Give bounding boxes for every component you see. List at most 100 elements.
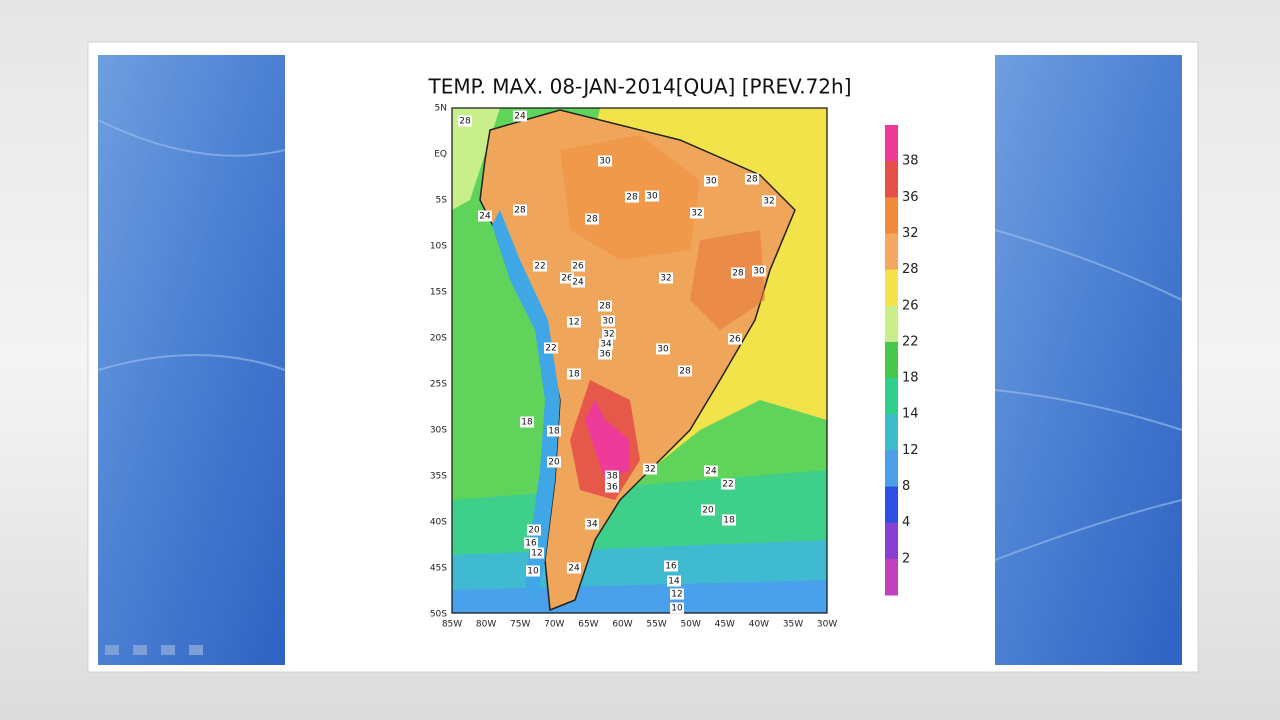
lon-label: 80W: [476, 620, 496, 630]
contour-label: 30: [705, 177, 717, 187]
contour-label-box: [585, 213, 599, 225]
lon-label: 35W: [783, 620, 803, 630]
contour-label-box: [728, 333, 742, 345]
contour-label: 24: [572, 278, 584, 288]
south-band-3: [452, 580, 827, 613]
contour-label-box: [670, 602, 684, 614]
colorbar-band: [885, 269, 898, 307]
colorbar-band: [885, 233, 898, 271]
contour-label-box: [571, 260, 585, 272]
contour-label: 28: [626, 193, 638, 203]
contour-label-box: [599, 338, 613, 350]
contour-label-box: [762, 195, 776, 207]
contour-label-box: [625, 191, 639, 203]
contour-label: 12: [531, 549, 542, 559]
contour-label-box: [526, 565, 540, 577]
lat-label: 45S: [430, 564, 447, 574]
lon-label: 70W: [544, 620, 564, 630]
colorbar-label: 12: [902, 443, 919, 458]
left-panel: [98, 55, 285, 665]
colorbar-band: [885, 161, 898, 198]
colorbar-band: [885, 125, 898, 162]
contour-label-box: [533, 260, 547, 272]
colorbar-band: [885, 450, 898, 488]
contour-label: 24: [479, 212, 491, 222]
tool-back[interactable]: [105, 645, 119, 655]
contour-label-box: [567, 562, 581, 574]
contour-label-box: [659, 272, 673, 284]
andes: [492, 210, 560, 605]
contour-label: 24: [514, 112, 526, 122]
map-title: TEMP. MAX. 08-JAN-2014[QUA] [PREV.72h]: [427, 75, 851, 99]
contour-label-box: [513, 204, 527, 216]
lat-label: 40S: [430, 518, 447, 528]
contour-label-box: [478, 210, 492, 222]
contour-label: 28: [732, 269, 744, 279]
contour-label-box: [567, 316, 581, 328]
colorbar-label: 22: [902, 334, 919, 349]
contour-label: 26: [572, 262, 584, 272]
colorbar-label: 2: [902, 551, 910, 566]
tool-menu[interactable]: [161, 645, 175, 655]
colorbar-band: [885, 341, 898, 379]
contour-label: 38: [606, 472, 618, 482]
contour-label: 18: [521, 418, 533, 428]
contour-label-box: [678, 365, 692, 377]
contour-label-box: [524, 537, 538, 549]
contour-label-box: [721, 478, 735, 490]
contour-label: 32: [691, 209, 702, 219]
contour-label-box: [520, 416, 534, 428]
contour-label-box: [704, 175, 718, 187]
contour-label: 28: [679, 367, 691, 377]
contour-label-box: [547, 425, 561, 437]
contour-label: 14: [668, 577, 680, 587]
lon-label: 65W: [578, 620, 598, 630]
contour-label-box: [598, 155, 612, 167]
contour-label-box: [656, 343, 670, 355]
contour-label-box: [745, 173, 759, 185]
contour-label-box: [601, 315, 615, 327]
contour-label-box: [567, 368, 581, 380]
contour-label: 28: [514, 206, 526, 216]
contour-label-box: [664, 560, 678, 572]
tool-pen[interactable]: [133, 645, 147, 655]
tool-next[interactable]: [189, 645, 203, 655]
lat-label: 15S: [430, 288, 447, 298]
colorbar-band: [885, 522, 898, 560]
colorbar-band: [885, 197, 898, 234]
lat-label: 30S: [430, 426, 447, 436]
colorbar-label: 4: [902, 515, 910, 530]
contour-label: 32: [603, 330, 614, 340]
contour-label-box: [530, 547, 544, 559]
contour-label-box: [704, 465, 718, 477]
contour-label: 30: [599, 157, 611, 167]
map-plot: [451, 107, 828, 614]
contour-label: 10: [527, 567, 539, 577]
contour-label: 12: [671, 590, 682, 600]
contour-label-box: [701, 504, 715, 516]
colorbar-band: [885, 305, 898, 343]
lat-label: 10S: [430, 242, 447, 252]
contour-label: 20: [548, 458, 560, 468]
contour-label-box: [585, 518, 599, 530]
lat-label: 50S: [430, 610, 447, 620]
lat-label: 5S: [436, 196, 448, 206]
contour-label-box: [527, 524, 541, 536]
lon-label: 40W: [749, 620, 769, 630]
contour-label: 22: [545, 344, 556, 354]
contour-label-box: [690, 207, 704, 219]
lon-label: 55W: [646, 620, 666, 630]
contour-label: 12: [568, 318, 579, 328]
contour-label: 30: [657, 345, 669, 355]
contour-label-box: [667, 575, 681, 587]
contour-label: 30: [753, 267, 765, 277]
contour-label: 36: [606, 483, 618, 493]
colorbar-band: [885, 378, 898, 415]
contour-label-box: [605, 481, 619, 493]
colorbar-band: [885, 486, 898, 524]
contour-label-box: [731, 267, 745, 279]
lon-label: 30W: [817, 620, 837, 630]
contour-label: 20: [528, 526, 540, 536]
